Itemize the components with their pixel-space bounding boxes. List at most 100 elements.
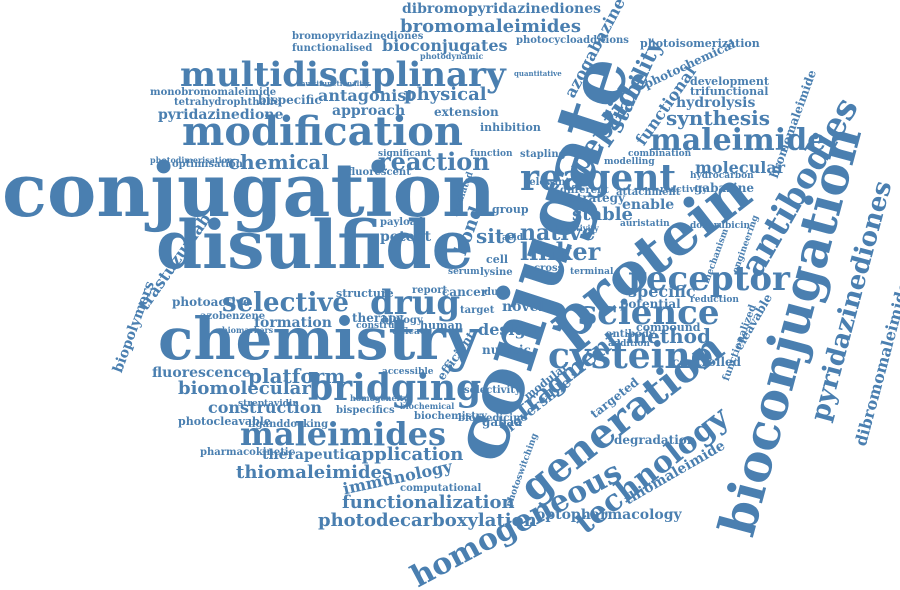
word-photodimerisation: photodimerisation [150,155,233,165]
word-construction: construction [208,398,323,417]
word-significant: significant [378,149,432,159]
word-biopolymers: biopolymers [110,279,158,375]
word-biochemical: biochemical [400,401,455,411]
word-different: different [560,185,609,196]
word-biomarkers: biomarkers [222,325,274,335]
word-application: application [350,444,464,465]
word-formation: formation [254,315,332,331]
word-biology: biology [382,315,423,326]
word-hydrolysis: hydrolysis [676,95,756,111]
word-stapling: stapling [520,149,566,160]
word-compound: compound [636,321,701,334]
word-maleimides: maleimides [240,415,447,453]
word-terminal: terminal [570,267,614,277]
word-tetrahydrophthalic: tetrahydrophthalic [174,97,280,108]
word-gabaa: gabaa [482,415,523,429]
word-fluorescent: fluorescent [348,167,411,178]
word-combination: combination [628,149,692,159]
word-design: design [478,320,538,339]
word-group: group [492,203,529,216]
word-bromomaleimides: bromomaleimides [400,16,582,37]
word-optimisation: optimisation [172,159,243,170]
word-hydrocarbon: hydrocarbon [690,171,754,181]
word-novel: novel [502,299,544,315]
word-site: site [476,224,517,248]
word-physical: physical [404,84,487,105]
word-pharmacokinetic: pharmacokinetic [200,447,295,458]
word-chemistry: chemistry [158,305,480,373]
word-selective: selective [222,288,349,318]
word-cancer: cancer [442,285,488,299]
word-gabazine: gabazine [694,181,755,195]
word-report: report [412,285,448,296]
word-inhibition: inhibition [480,121,541,134]
word-potent: potent [380,229,432,245]
word-degradation: degradation [614,433,696,447]
word-bridging: bridging [308,367,482,409]
word-therapeutic: therapeutic [262,447,354,463]
word-method: method [626,324,711,348]
word-linker: linker [520,237,601,266]
word-science: science [578,293,720,333]
word-multidisciplinary: multidisciplinary [180,55,506,95]
word-maleimide: maleimide [650,123,827,158]
word-optopharmacology: optopharmacology [536,507,682,523]
word-molecular: molecular [695,158,786,177]
word-potential: potential [620,297,681,311]
word-biomolecular: biomolecular [178,378,311,399]
word-photodynamic: photodynamic [420,51,484,61]
word-functionalization: functionalization [342,492,515,513]
word-platform: platform [248,364,346,388]
word-homogeneity: homogeneity [350,393,408,403]
word-photoisomerization: photoisomerization [640,37,760,50]
word-reactivity: reactivity [660,185,708,195]
word-receptor: receptor [628,259,790,299]
word-acid: acid [502,233,524,243]
word-trifunctional: trifunctional [690,85,769,98]
word-drug: drug [370,283,461,323]
word-bioconjugates: bioconjugates [382,36,508,55]
word-functionalised: functionalised [292,43,373,54]
word-human: human [420,319,463,332]
word-fluorescence: fluorescence [152,365,251,381]
word-modelling: modelling [604,157,655,167]
word-quantitative: quantitative [514,69,562,78]
word-dibromopyridazinediones: dibromopyridazinediones [402,1,602,17]
word-strategy: strategy [570,191,625,205]
word-biomedicine: biomedicine [458,413,527,424]
word-liganddocking: liganddocking [248,419,329,430]
word-photocleavable: photocleavable [178,415,271,428]
word-photocycloadditions: photocycloadditions [516,35,629,46]
word-bromopyridazinediones: bromopyridazinediones [292,31,424,42]
word-relevant: relevant [524,177,570,188]
word-synthesis: synthesis [666,106,771,130]
word-stable: stable [572,204,633,225]
word-dual: dual [484,287,509,298]
word-monobromomaleimide: monobromomaleimide [150,87,277,98]
word-pyridazinedione: pyridazinedione [158,107,284,123]
word-disulfide: disulfide [156,206,474,284]
word-bispecifics: bispecifics [336,405,395,416]
word-multifunctionality: multifunctionality [298,79,370,88]
word-addition: addition [608,339,650,349]
word-photoactive: photoactive [172,295,251,309]
word-auristatin: auristatin [620,219,670,229]
word-construct: construct [356,321,405,331]
word-reduction: reduction [690,295,739,305]
word-controlled: controlled [672,355,742,369]
word-activity: activity [566,223,599,233]
word-antagonist: antagonist [318,86,414,105]
word-streptavidin: streptavidin [238,399,299,409]
word-bispecific: bispecific [258,93,322,107]
word-enable: enable [622,197,675,213]
word-approach: approach [332,103,406,119]
word-cell: cell [486,253,509,266]
word-serum: serum [448,267,480,277]
word-nucleic: nucleic [482,343,531,357]
word-efficacy: efficacy [392,327,431,337]
word-cysteine: cysteine [548,335,714,377]
word-doxorubicin: doxorubicin [690,221,751,231]
word-native: native [520,220,596,246]
word-modification: modification [182,108,463,155]
